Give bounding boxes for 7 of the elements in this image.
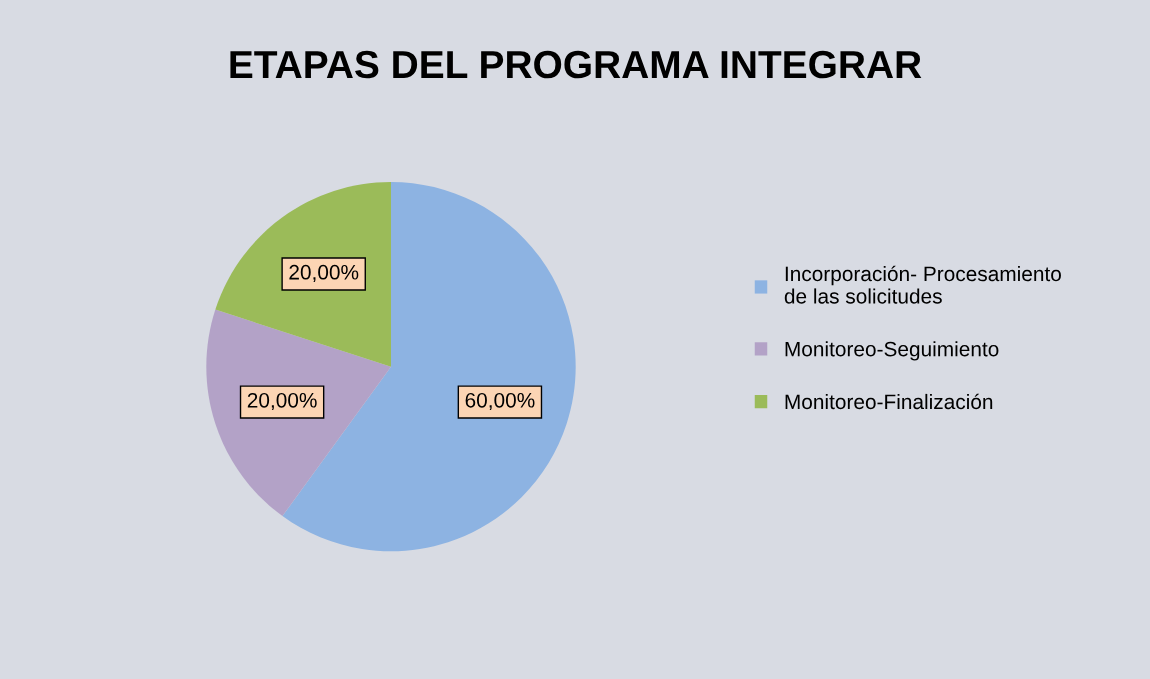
data-label: 60,00% xyxy=(465,392,535,411)
data-label: 20,00% xyxy=(289,264,359,283)
legend-label: Monitoreo-Seguimiento xyxy=(785,341,999,361)
legend-label: Monitoreo-Finalización xyxy=(785,393,993,410)
legend-label: Incorporación- Procesamiento de las solicitudes xyxy=(784,265,1061,304)
data-label: 20,00% xyxy=(247,392,317,411)
chart-title: ETAPAS DEL PROGRAMA INTEGRAR xyxy=(230,50,922,79)
